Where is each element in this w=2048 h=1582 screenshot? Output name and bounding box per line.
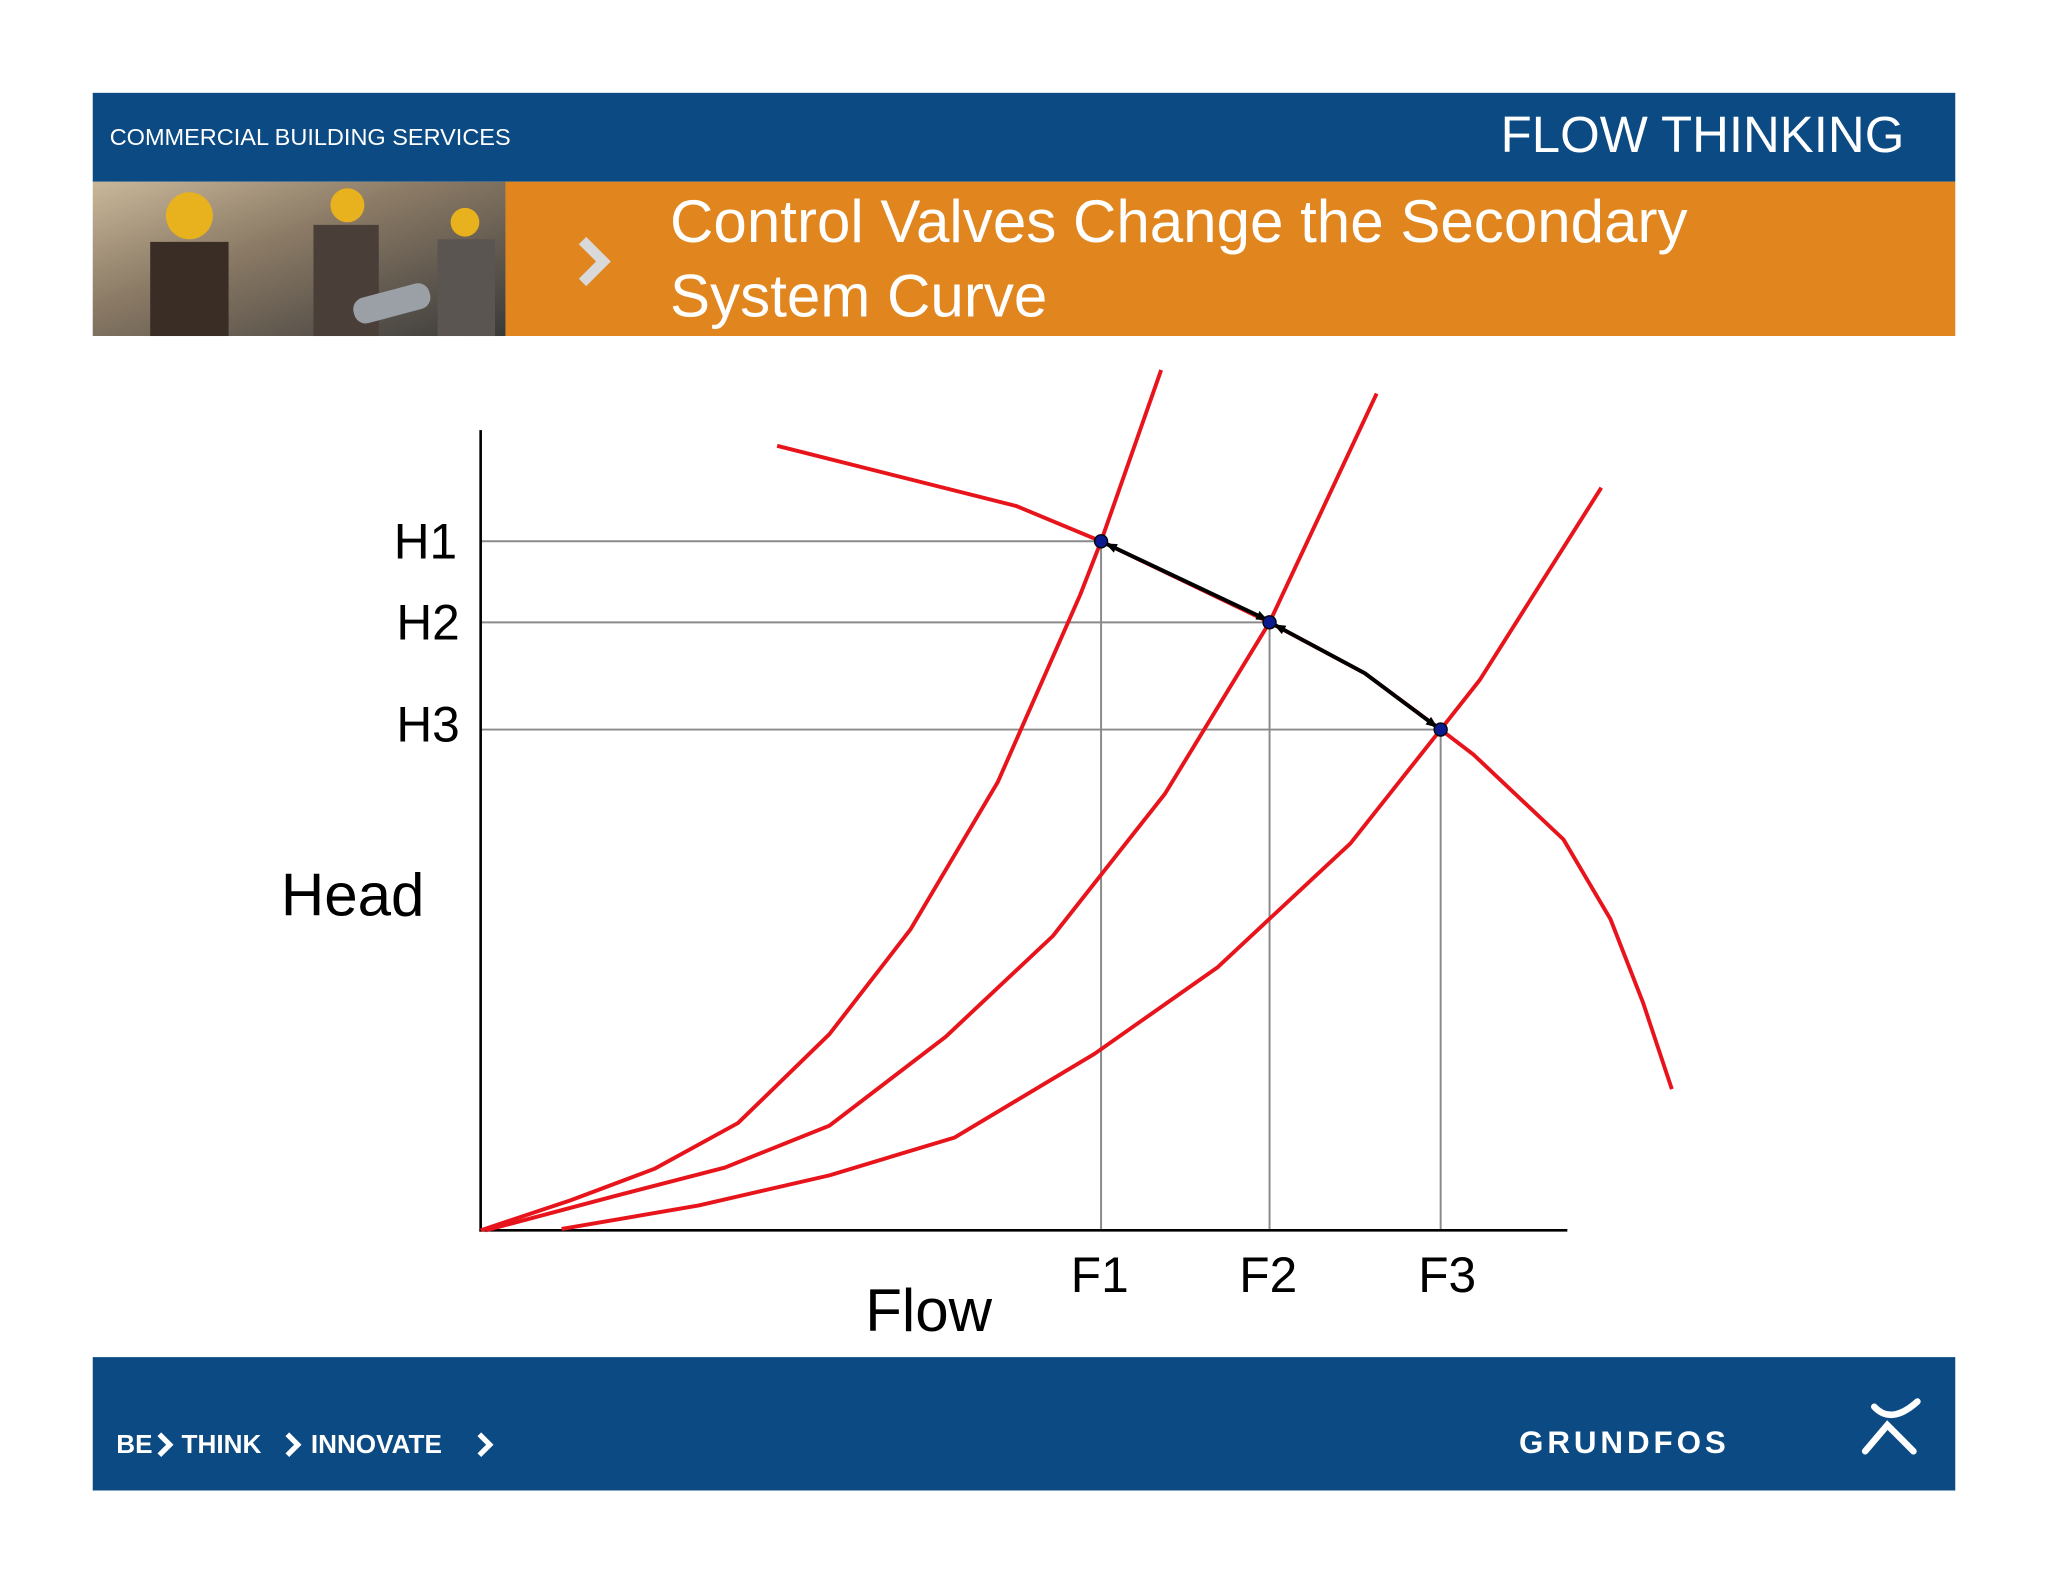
logo-mark (1861, 1398, 1921, 1455)
tagline-chevron (477, 1432, 494, 1458)
diagram: H1 H2 H3 F1 F2 F3 Head Flow (281, 369, 1674, 1344)
tagline-word: INNOVATE (311, 1429, 442, 1459)
header-photo (92, 181, 506, 337)
tagline-word: BE (116, 1429, 152, 1459)
slide-title: System Curve (670, 263, 1047, 330)
title-chevron (578, 236, 611, 287)
shift-arrow (1105, 542, 1269, 622)
shift-arrow (1273, 623, 1438, 729)
flow-label: F2 (1239, 1247, 1297, 1303)
tagline-chevron (285, 1432, 302, 1458)
operating-point (1262, 615, 1277, 630)
guide-lines (480, 540, 1442, 1231)
header-bar (92, 92, 1956, 182)
system-curve (561, 486, 1603, 1231)
slide-title: Control Valves Change the Secondary (670, 188, 1688, 255)
logo-text: GRUNDFOS (1519, 1425, 1730, 1460)
x-axis-title: Flow (865, 1277, 992, 1344)
operating-point (1093, 534, 1109, 549)
head-label: H3 (396, 696, 459, 752)
system-curve (480, 369, 1163, 1233)
flow-label: F1 (1071, 1247, 1129, 1303)
head-label: H1 (394, 513, 457, 569)
y-axis-title: Head (281, 861, 425, 928)
title-bar (505, 181, 1956, 337)
head-label: H2 (396, 594, 459, 650)
tagline-word: THINK (182, 1429, 262, 1459)
footer-bar (92, 1357, 1956, 1491)
flow-label: F3 (1418, 1247, 1476, 1303)
system-curve (485, 392, 1379, 1233)
operating-point (1433, 722, 1448, 737)
tagline-chevron (157, 1432, 174, 1458)
brand-title: FLOW THINKING (1501, 106, 1905, 163)
section-label: COMMERCIAL BUILDING SERVICES (110, 124, 511, 150)
